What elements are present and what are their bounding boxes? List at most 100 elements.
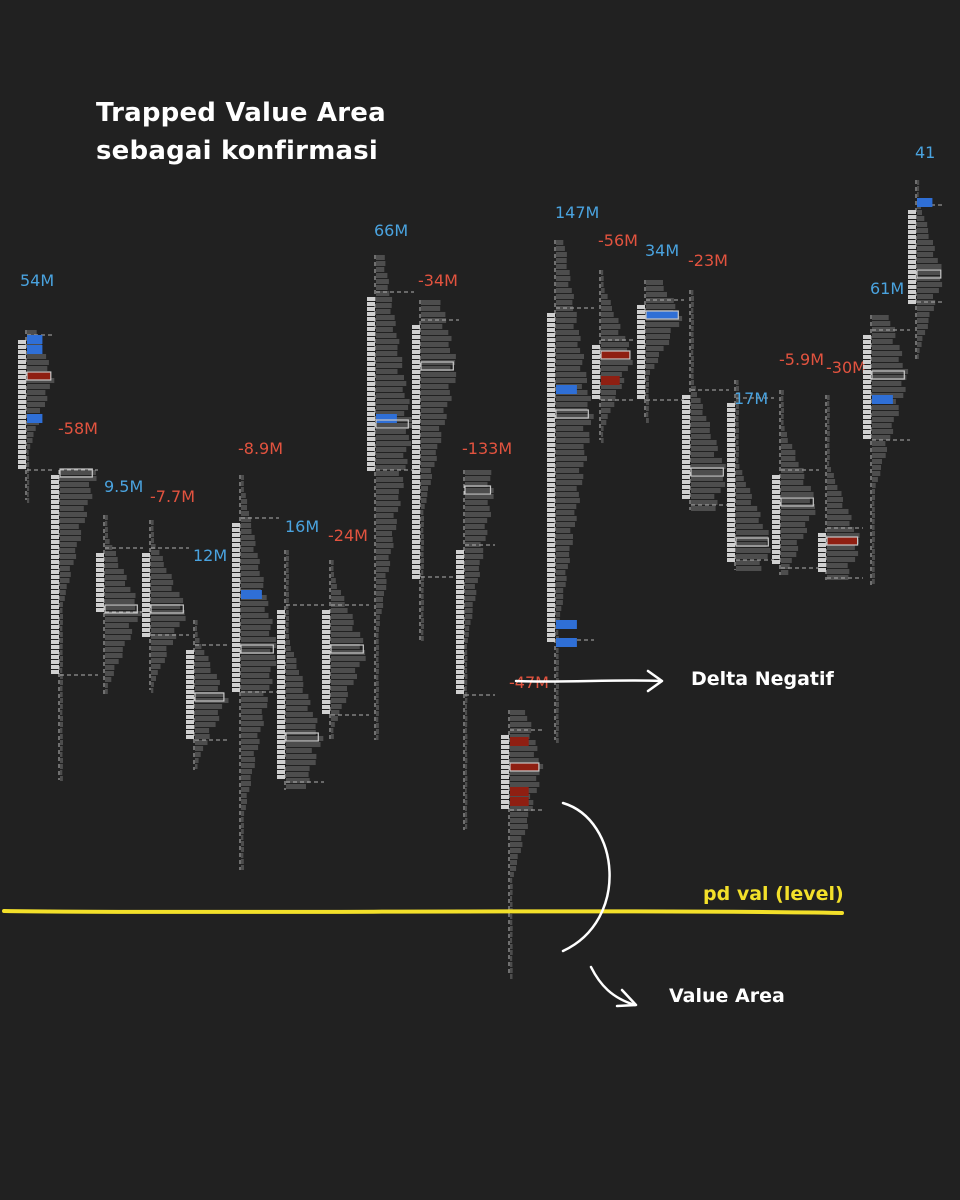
- candle-segment: [367, 312, 375, 316]
- candle-segment: [863, 360, 871, 364]
- candle-segment: [232, 593, 240, 597]
- candle-segment: [51, 580, 59, 584]
- candle-segment: [547, 478, 555, 482]
- profile-bar: [376, 531, 392, 536]
- profile-bar: [601, 312, 614, 317]
- pd-val-level-line: [2, 909, 844, 915]
- candle-segment: [908, 265, 916, 269]
- profile-bar: [421, 474, 432, 479]
- candle-segment: [367, 382, 375, 386]
- candle-segment: [51, 505, 59, 509]
- profile-bar: [105, 521, 108, 526]
- candle-segment: [547, 438, 555, 442]
- profile-bar: [556, 276, 571, 281]
- candle-segment: [186, 660, 194, 664]
- footprint-column: 66M: [367, 221, 414, 740]
- candle-segment: [277, 625, 285, 629]
- poc-box: [59, 468, 93, 478]
- candle-segment: [412, 355, 420, 359]
- profile-bar: [510, 794, 531, 799]
- profile-bar: [781, 438, 788, 443]
- candle-segment: [547, 613, 555, 617]
- profile-bar: [556, 528, 571, 533]
- profile-bar: [421, 570, 424, 575]
- profile-bar: [241, 619, 273, 624]
- profile-bar: [376, 297, 393, 302]
- profile-bar: [601, 306, 612, 311]
- candle-segment: [412, 410, 420, 414]
- profile-bar: [60, 650, 63, 655]
- candle-segment: [547, 358, 555, 362]
- candle-segment: [412, 550, 420, 554]
- candle-segment: [277, 760, 285, 764]
- profile-bar: [60, 578, 70, 583]
- candle-segment: [232, 643, 240, 647]
- profile-bar: [556, 498, 580, 503]
- profile-bar: [510, 836, 522, 841]
- profile-bar: [872, 339, 893, 344]
- candle-segment: [367, 362, 375, 366]
- profile-bar: [781, 486, 811, 491]
- delta-label: 66M: [374, 221, 408, 240]
- profile-bar: [872, 381, 902, 386]
- profile-bar: [376, 609, 382, 614]
- candle-segment: [863, 425, 871, 429]
- profile-bar: [60, 746, 63, 751]
- candle-segment: [727, 418, 735, 422]
- profile-bar: [646, 388, 649, 393]
- candle-segment: [51, 500, 59, 504]
- candle-segment: [456, 605, 464, 609]
- candle-segment: [547, 558, 555, 562]
- candle-segment: [232, 673, 240, 677]
- candle-segment: [547, 483, 555, 487]
- candle-segment: [456, 650, 464, 654]
- buy-cluster: [917, 198, 933, 207]
- candle-segment: [547, 503, 555, 507]
- profile-bar: [510, 752, 534, 757]
- profile-bar: [376, 327, 393, 332]
- candle-segment: [908, 250, 916, 254]
- candle-segment: [592, 370, 600, 374]
- candle-segment: [277, 645, 285, 649]
- candle-segment: [547, 378, 555, 382]
- profile-bar: [646, 382, 649, 387]
- profile-bar: [421, 366, 451, 371]
- profile-bar: [736, 428, 739, 433]
- profile-bar: [827, 533, 860, 538]
- candle-segment: [412, 520, 420, 524]
- profile-bar: [556, 666, 559, 671]
- candle-segment: [18, 425, 26, 429]
- profile-bar: [827, 443, 830, 448]
- candle-segment: [547, 393, 555, 397]
- candle-segment: [367, 352, 375, 356]
- candle-segment: [908, 235, 916, 239]
- profile-bar: [827, 413, 830, 418]
- profile-bar: [331, 644, 360, 649]
- profile-bar: [691, 428, 710, 433]
- profile-bar: [465, 788, 467, 793]
- candle-segment: [186, 670, 194, 674]
- profile-bar: [331, 722, 335, 727]
- profile-bar: [510, 896, 513, 901]
- profile-bar: [241, 553, 258, 558]
- delta-negatif-annotation: Delta Negatif: [691, 668, 834, 690]
- candle-segment: [637, 315, 645, 319]
- profile-bar: [105, 551, 116, 556]
- profile-bar: [872, 453, 886, 458]
- candle-segment: [547, 373, 555, 377]
- candle-segment: [412, 495, 420, 499]
- profile-bar: [872, 441, 886, 446]
- profile-bar: [60, 680, 63, 685]
- profile-bar: [241, 781, 251, 786]
- poc-box: [150, 604, 184, 614]
- profile-bar: [376, 633, 379, 638]
- profile-bar: [781, 456, 796, 461]
- candle-segment: [18, 345, 26, 349]
- profile-bar: [736, 512, 761, 517]
- candle-segment: [863, 390, 871, 394]
- profile-bar: [421, 540, 424, 545]
- profile-bar: [241, 787, 250, 792]
- candle-segment: [322, 680, 330, 684]
- profile-bar: [105, 689, 108, 694]
- profile-bar: [691, 314, 694, 319]
